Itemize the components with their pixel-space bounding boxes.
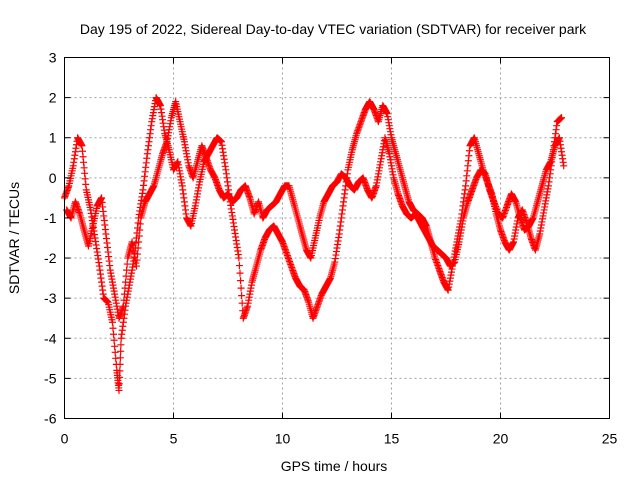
data-point-marker: [237, 284, 245, 292]
data-point-marker: [108, 318, 116, 326]
y-axis-label: SDTVAR / TECUs: [6, 182, 22, 294]
y-tick-label: -1: [44, 210, 57, 226]
data-point-marker: [560, 162, 568, 170]
data-point-marker: [116, 360, 124, 368]
x-tick-label: 15: [384, 431, 400, 447]
data-point-marker: [136, 226, 144, 234]
y-tick-label: 0: [49, 170, 57, 186]
series-track-b: [63, 98, 568, 322]
data-point-marker: [121, 284, 129, 292]
data-point-marker: [117, 341, 125, 349]
data-point-marker: [116, 367, 124, 375]
data-point-marker: [110, 330, 118, 338]
data-point-marker: [135, 238, 143, 246]
data-point-marker: [123, 266, 131, 274]
data-point-marker: [134, 244, 142, 252]
data-point-marker: [238, 292, 246, 300]
data-point-marker: [134, 250, 142, 258]
data-point-marker: [120, 296, 128, 304]
y-tick-label: 3: [49, 50, 57, 66]
data-point-marker: [558, 114, 566, 122]
data-points: [61, 94, 568, 394]
data-point-marker: [119, 302, 127, 310]
x-tick-label: 0: [61, 431, 69, 447]
chart-title: Day 195 of 2022, Sidereal Day-to-day VTE…: [80, 21, 587, 37]
data-point-marker: [122, 278, 130, 286]
data-point-marker: [238, 299, 246, 307]
axis-ticks: 0 5 10 15 20 25 -6 -5 -4 -3 -2 -1 0 1 2 3: [44, 50, 617, 447]
data-point-marker: [132, 262, 140, 270]
x-axis-label: GPS time / hours: [281, 458, 388, 474]
data-point-marker: [123, 260, 131, 268]
data-point-marker: [117, 347, 125, 355]
data-point-marker: [235, 262, 243, 270]
data-point-marker: [116, 373, 124, 381]
y-tick-label: -5: [44, 370, 57, 386]
data-point-marker: [116, 354, 124, 362]
data-point-marker: [115, 386, 123, 394]
data-point-marker: [109, 324, 117, 332]
data-point-marker: [135, 232, 143, 240]
y-tick-label: -4: [44, 330, 57, 346]
data-point-marker: [136, 220, 144, 228]
data-point-marker: [111, 348, 119, 356]
x-tick-label: 5: [170, 431, 178, 447]
x-tick-label: 10: [275, 431, 291, 447]
data-point-marker: [111, 342, 119, 350]
x-tick-label: 20: [493, 431, 509, 447]
data-point-marker: [115, 380, 123, 388]
data-point-marker: [122, 272, 130, 280]
data-point-marker: [110, 336, 118, 344]
data-point-marker: [237, 277, 245, 285]
data-point-marker: [120, 290, 128, 298]
y-tick-label: -3: [44, 290, 57, 306]
y-tick-label: -2: [44, 250, 57, 266]
data-point-marker: [236, 269, 244, 277]
x-tick-label: 25: [602, 431, 618, 447]
data-point-marker: [133, 256, 141, 264]
y-tick-label: -6: [44, 411, 57, 427]
y-tick-label: 1: [49, 130, 57, 146]
data-point-marker: [235, 254, 243, 262]
plot-frame: [64, 57, 610, 419]
y-tick-label: 2: [49, 90, 57, 106]
